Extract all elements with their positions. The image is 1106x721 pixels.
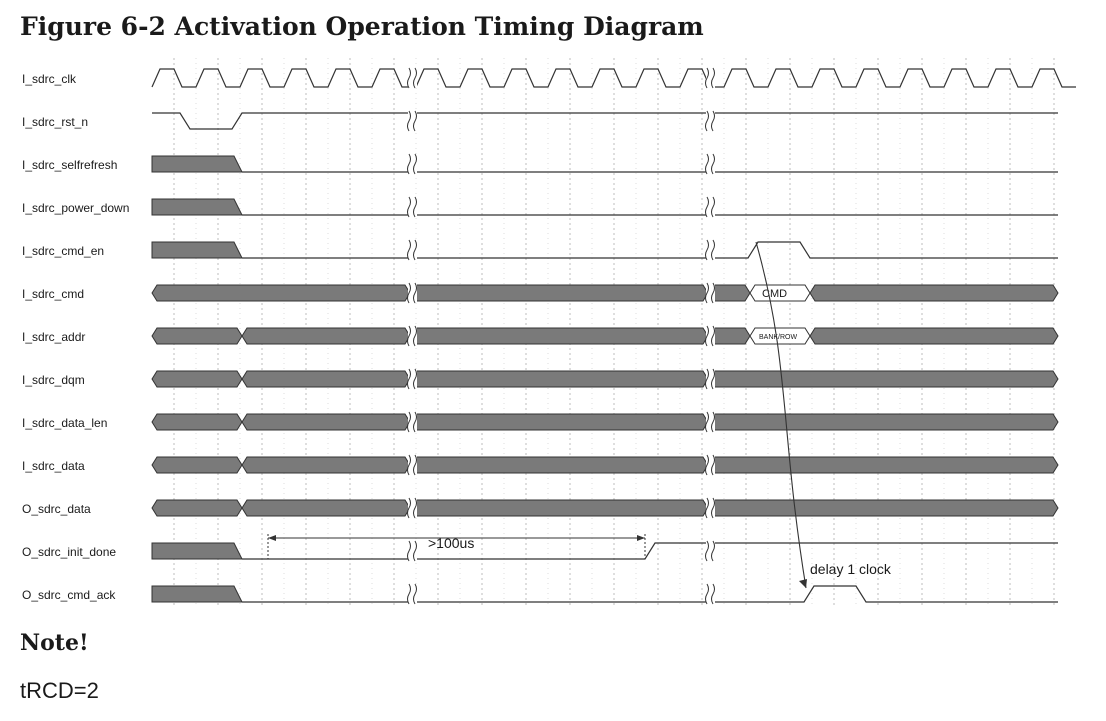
break-marker (408, 283, 418, 303)
break-marker (408, 68, 418, 88)
bus-segment (410, 457, 708, 473)
bus-segment (708, 414, 1058, 430)
break-marker (706, 541, 716, 561)
timing-diagram: I_sdrc_clk I_sdrc_rst_n I_sdrc_selfrefresh… (0, 0, 1106, 630)
bus-segment (152, 285, 410, 301)
signal-label: O_sdrc_init_done (22, 545, 116, 559)
cmd-value-label: CMD (762, 288, 787, 300)
signal-label: I_sdrc_dqm (22, 373, 85, 387)
causal-arrow-head (799, 579, 807, 588)
delay-label: delay 1 clock (810, 561, 892, 577)
break-marker (408, 498, 418, 518)
bus-segment (152, 328, 242, 344)
cmd-en-waveform (242, 242, 1058, 258)
signal-label: I_sdrc_data_len (22, 416, 107, 430)
bus-segment (810, 285, 1058, 301)
signal-label: I_sdrc_cmd_en (22, 244, 104, 258)
signal-label: I_sdrc_selfrefresh (22, 158, 117, 172)
undefined-block (152, 543, 242, 559)
duration-label: >100us (428, 535, 474, 551)
init-done-waveform (242, 543, 1058, 559)
break-marker (408, 541, 418, 561)
bus-segment (152, 500, 242, 516)
bus-segment (708, 500, 1058, 516)
bus-segment (708, 371, 1058, 387)
note-heading: Note! (20, 630, 89, 656)
undefined-block (152, 242, 242, 258)
signal-label: I_sdrc_cmd (22, 287, 84, 301)
bus-segment (242, 500, 410, 516)
bus-segment (242, 457, 410, 473)
signal-label: I_sdrc_data (22, 459, 85, 473)
break-marker (706, 68, 716, 88)
break-marker (706, 455, 716, 475)
bus-segment (410, 371, 708, 387)
break-marker (706, 326, 716, 346)
signal-label: I_sdrc_clk (22, 72, 77, 86)
bus-segment (152, 457, 242, 473)
signal-label: I_sdrc_power_down (22, 201, 129, 215)
break-marker (408, 197, 418, 217)
break-marker (408, 412, 418, 432)
bus-segment (152, 414, 242, 430)
break-marker (706, 240, 716, 260)
break-marker (706, 283, 716, 303)
undefined-block (152, 156, 242, 172)
note-text: tRCD=2 (20, 678, 99, 704)
undefined-block (152, 199, 242, 215)
break-marker (408, 154, 418, 174)
bus-segment (152, 371, 242, 387)
signal-labels: I_sdrc_clk I_sdrc_rst_n I_sdrc_selfrefresh… (22, 72, 129, 602)
bus-segment (410, 328, 708, 344)
break-marker (706, 412, 716, 432)
arrow-head-right (637, 535, 645, 541)
signal-label: I_sdrc_addr (22, 330, 85, 344)
signal-label: O_sdrc_data (22, 502, 91, 516)
break-marker (706, 197, 716, 217)
break-marker (706, 111, 716, 131)
break-marker (408, 111, 418, 131)
break-marker (408, 369, 418, 389)
break-marker (706, 154, 716, 174)
arrow-head-left (268, 535, 276, 541)
break-marker (408, 240, 418, 260)
break-marker (408, 455, 418, 475)
undefined-block (152, 586, 242, 602)
reset-waveform (152, 113, 1058, 129)
bus-segment (708, 457, 1058, 473)
addr-value-label: BANK/ROW (759, 334, 798, 341)
bus-segment (410, 500, 708, 516)
bus-segment (410, 285, 708, 301)
break-marker (408, 584, 418, 604)
break-marker (706, 584, 716, 604)
cmd-ack-waveform (242, 586, 1058, 602)
signal-label: O_sdrc_cmd_ack (22, 588, 116, 602)
break-marker (408, 326, 418, 346)
bus-segment (242, 328, 410, 344)
bus-segment (410, 414, 708, 430)
break-marker (706, 369, 716, 389)
bus-segment (810, 328, 1058, 344)
bus-segment (242, 414, 410, 430)
break-marker (706, 498, 716, 518)
bus-segment (242, 371, 410, 387)
signal-label: I_sdrc_rst_n (22, 115, 88, 129)
